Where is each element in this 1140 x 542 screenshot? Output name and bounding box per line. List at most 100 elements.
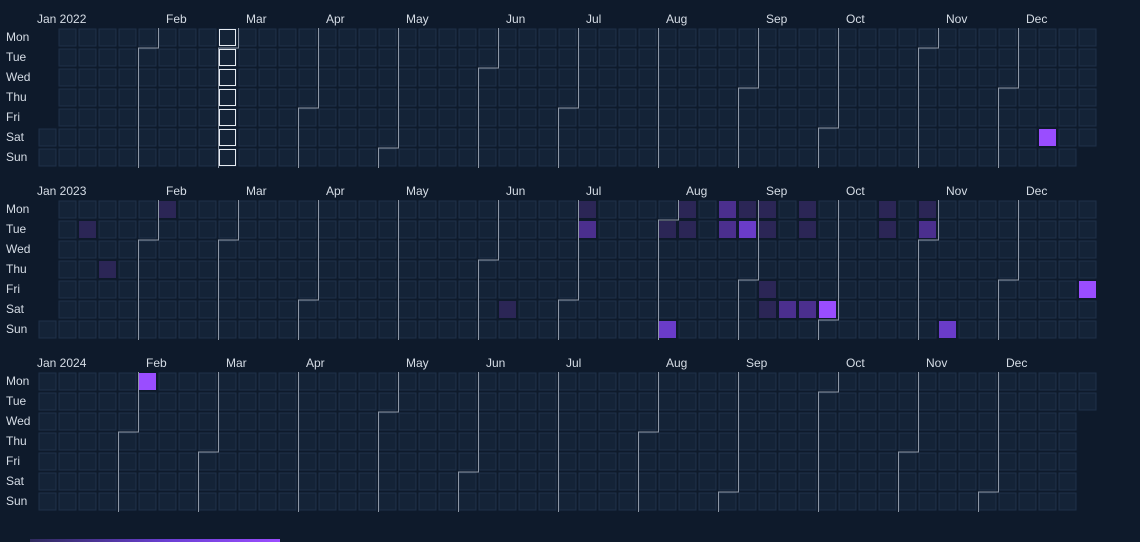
heatmap-cell [958, 220, 977, 239]
heatmap-cell [418, 452, 437, 471]
heatmap-cell [1058, 492, 1077, 511]
heatmap-cell [878, 280, 897, 299]
month-divider [478, 200, 499, 340]
heatmap-cell [1018, 128, 1037, 147]
heatmap-cell [758, 492, 777, 511]
heatmap-cell [758, 260, 777, 279]
heatmap-cell [118, 372, 137, 391]
heatmap-cell [398, 492, 417, 511]
heatmap-cell [818, 108, 837, 127]
heatmap-cell [918, 128, 937, 147]
heatmap-cell [378, 432, 397, 451]
heatmap-cell [558, 88, 577, 107]
heatmap-cell [238, 432, 257, 451]
heatmap-cell [298, 300, 317, 319]
heatmap-cell [618, 88, 637, 107]
heatmap-cell [218, 48, 237, 67]
month-label: Feb [146, 356, 167, 370]
heatmap-cell [718, 240, 737, 259]
heatmap-cell [898, 220, 917, 239]
heatmap-cell [538, 200, 557, 219]
heatmap-cell [998, 320, 1017, 339]
heatmap-cell [698, 128, 717, 147]
heatmap-cell [798, 88, 817, 107]
heatmap-cell [558, 108, 577, 127]
heatmap-cell [658, 432, 677, 451]
heatmap-cell [238, 492, 257, 511]
heatmap-cell [658, 108, 677, 127]
month-divider [138, 200, 159, 340]
heatmap-cell [118, 68, 137, 87]
heatmap-cell [678, 240, 697, 259]
month-label: Nov [926, 356, 947, 370]
heatmap-cell [898, 412, 917, 431]
heatmap-cell [718, 492, 737, 511]
heatmap-cell [298, 452, 317, 471]
heatmap-cell [558, 128, 577, 147]
heatmap-cell [638, 320, 657, 339]
heatmap-cell [678, 392, 697, 411]
heatmap-cell [558, 28, 577, 47]
heatmap-cell [578, 300, 597, 319]
heatmap-cell [698, 48, 717, 67]
heatmap-cell [518, 108, 537, 127]
heatmap-cell [858, 48, 877, 67]
heatmap-cell [298, 200, 317, 219]
month-label: Jun [506, 184, 525, 198]
heatmap-cell [198, 372, 217, 391]
heatmap-cell [818, 88, 837, 107]
heatmap-cell [338, 492, 357, 511]
heatmap-cell [278, 300, 297, 319]
heatmap-cell [398, 392, 417, 411]
heatmap-cell [358, 372, 377, 391]
heatmap-cell-active [1079, 281, 1096, 298]
heatmap-cell [358, 320, 377, 339]
heatmap-cell [678, 280, 697, 299]
heatmap-cell [418, 300, 437, 319]
heatmap-cell [278, 392, 297, 411]
heatmap-cell [478, 148, 497, 167]
heatmap-cell [278, 320, 297, 339]
heatmap-cell [278, 148, 297, 167]
heatmap-cell [1078, 300, 1097, 319]
heatmap-cell [598, 200, 617, 219]
heatmap-cell [698, 280, 717, 299]
heatmap-cell [178, 88, 197, 107]
heatmap-cell [718, 432, 737, 451]
heatmap-cell [58, 320, 77, 339]
heatmap-cell [1058, 280, 1077, 299]
heatmap-cell [658, 68, 677, 87]
heatmap-cell [878, 412, 897, 431]
heatmap-cell [58, 392, 77, 411]
heatmap-cell [1058, 220, 1077, 239]
heatmap-cell [138, 320, 157, 339]
heatmap-cell [1038, 432, 1057, 451]
heatmap-cell [298, 28, 317, 47]
weekday-label: Mon [6, 202, 29, 216]
heatmap-cell [338, 220, 357, 239]
heatmap-cell [398, 88, 417, 107]
heatmap-cell [638, 260, 657, 279]
heatmap-cell [358, 88, 377, 107]
weekday-label: Fri [6, 454, 20, 468]
heatmap-cell [958, 108, 977, 127]
heatmap-cell [278, 492, 297, 511]
heatmap-cell [198, 452, 217, 471]
heatmap-cell [1058, 412, 1077, 431]
heatmap-cell [278, 128, 297, 147]
heatmap-cell [898, 320, 917, 339]
heatmap-cell [658, 372, 677, 391]
heatmap-cell [458, 492, 477, 511]
heatmap-cell [498, 128, 517, 147]
heatmap-cell [1078, 372, 1097, 391]
heatmap-cell [598, 240, 617, 259]
heatmap-cell [198, 240, 217, 259]
heatmap-cell [438, 280, 457, 299]
heatmap-cell [378, 220, 397, 239]
heatmap-cell [818, 320, 837, 339]
highlighted-week-cell [219, 49, 236, 66]
heatmap-cell-active [759, 201, 776, 218]
month-divider [378, 372, 399, 512]
heatmap-cell [898, 260, 917, 279]
heatmap-cell [558, 220, 577, 239]
